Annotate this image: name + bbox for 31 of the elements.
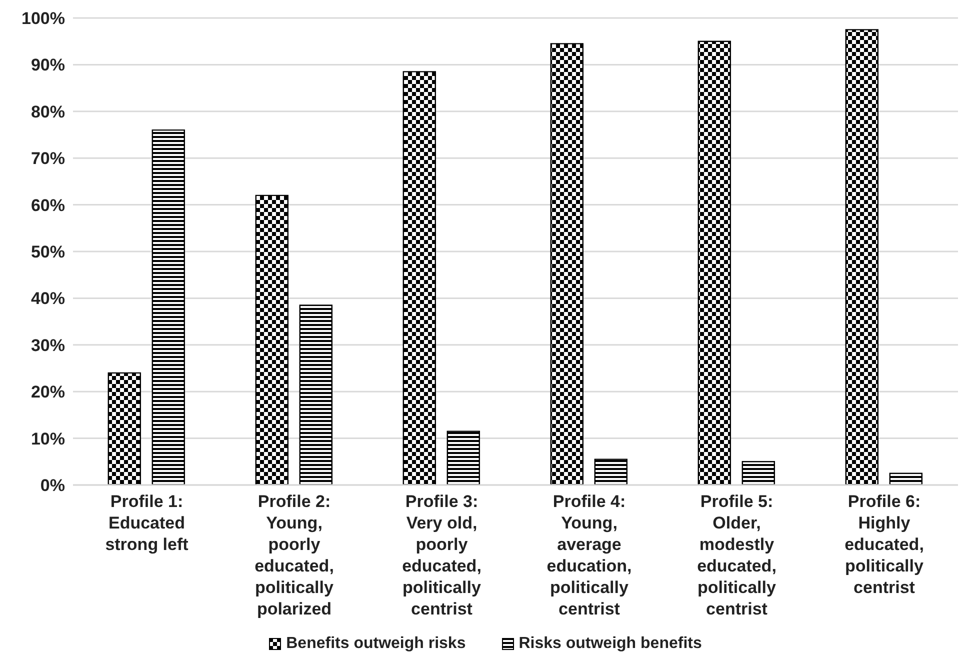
bar (742, 461, 775, 485)
x-tick-label: Profile 1: Educated strong left (105, 492, 189, 554)
bar (152, 129, 185, 485)
bar (446, 430, 480, 485)
y-tick-label: 20% (30, 382, 65, 402)
y-tick-label: 0% (40, 476, 65, 496)
bar (402, 71, 436, 485)
bar (299, 304, 332, 485)
legend-label: Risks outweigh benefits (518, 635, 702, 653)
y-tick-label: 50% (30, 242, 65, 262)
x-tick-label: Profile 4: Young, average education, politically centrist (546, 492, 632, 618)
y-tick-label: 80% (30, 102, 65, 122)
bar (594, 458, 628, 485)
x-tick-label: Profile 5: Older, modestly educated, politically centrist (697, 492, 776, 618)
x-tick-label: Profile 2: Young, poorly educated, politically polarized (254, 492, 334, 618)
y-tick-label: 70% (30, 149, 65, 168)
bar (698, 40, 731, 485)
bar (550, 43, 584, 485)
y-tick-label: 100% (22, 9, 65, 28)
bar (255, 194, 288, 485)
x-tick-label: Profile 3: Very old, poorly educated, politically centrist (402, 492, 482, 618)
y-tick-label: 30% (30, 336, 65, 355)
y-tick-label: 90% (30, 56, 65, 75)
bar (889, 472, 922, 485)
bar (845, 29, 878, 485)
y-tick-label: 10% (30, 429, 65, 448)
bar (108, 372, 141, 485)
x-tick-label: Profile 6: Highly educated, politically centrist (844, 492, 924, 597)
legend-label: Benefits outweigh risks (285, 635, 466, 653)
y-tick-label: 60% (30, 196, 65, 215)
y-tick-label: 40% (30, 289, 65, 308)
